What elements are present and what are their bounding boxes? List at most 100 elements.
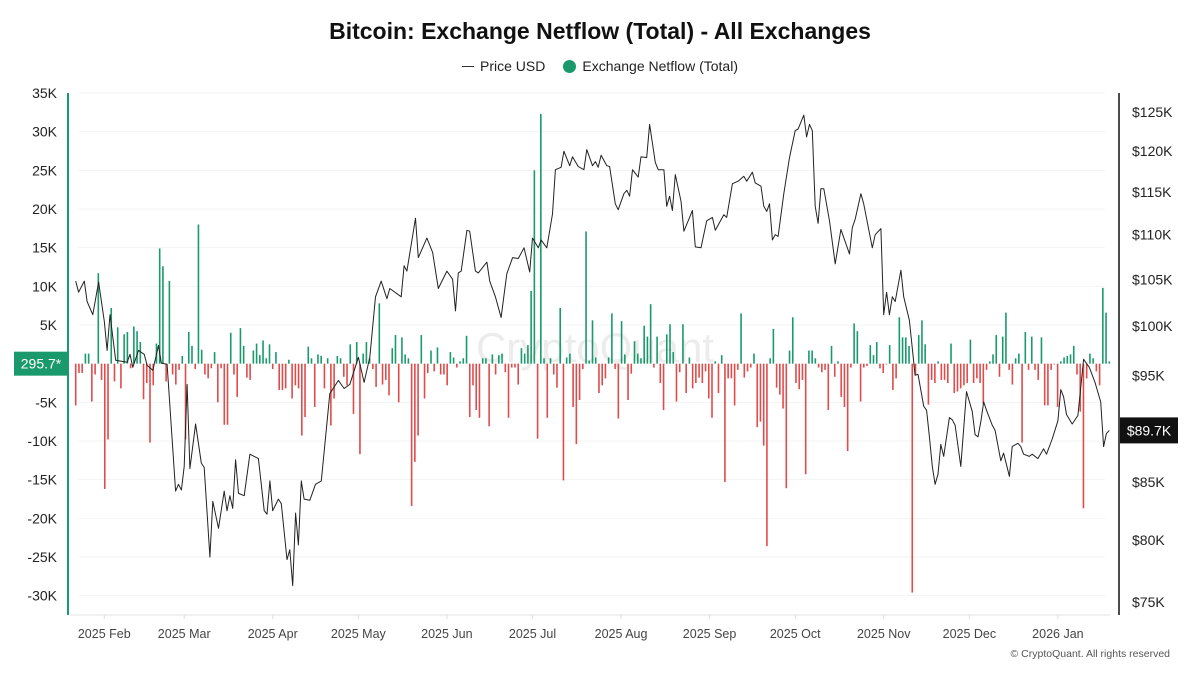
netflow-bar-outflow [1047, 363, 1049, 406]
netflow-bar-inflow [969, 339, 972, 364]
netflow-bar-inflow [501, 353, 503, 364]
netflow-bar-inflow [407, 358, 410, 364]
netflow-bar-inflow [830, 345, 833, 364]
netflow-bar-outflow [426, 363, 429, 373]
netflow-bar-inflow [649, 304, 652, 364]
netflow-bar-outflow [704, 363, 707, 372]
legend-item-price[interactable]: Price USD [462, 58, 545, 74]
netflow-bar-outflow [220, 363, 222, 369]
netflow-bar-inflow [339, 358, 342, 364]
current-netflow-badge [14, 351, 68, 376]
legend-item-netflow[interactable]: Exchange Netflow (Total) [563, 58, 738, 74]
netflow-bar-outflow [330, 363, 332, 426]
netflow-bar-outflow [956, 363, 959, 392]
netflow-bar-inflow [714, 361, 717, 364]
netflow-bar-outflow [78, 363, 80, 373]
netflow-bar-outflow [614, 363, 616, 370]
netflow-bar-outflow [217, 363, 219, 403]
y-left-tick-label: -5K [35, 394, 57, 410]
netflow-bar-outflow [178, 363, 180, 370]
netflow-bar-outflow [1085, 363, 1088, 379]
netflow-bar-inflow [769, 358, 771, 364]
netflow-bar-outflow [94, 363, 96, 375]
netflow-bar-outflow [953, 363, 956, 394]
netflow-bar-inflow [924, 344, 926, 364]
netflow-bar-outflow [107, 363, 109, 440]
netflow-bar-outflow [698, 363, 700, 378]
netflow-bar-inflow [1014, 358, 1017, 364]
y-left-tick-label: -15K [27, 472, 57, 488]
netflow-bar-outflow [333, 363, 335, 399]
netflow-bar-inflow [995, 335, 998, 364]
netflow-bar-inflow [740, 313, 742, 364]
netflow-bar-outflow [885, 363, 888, 365]
netflow-bar-outflow [223, 363, 226, 425]
netflow-bar-inflow [1102, 287, 1104, 364]
netflow-bar-inflow [908, 345, 910, 364]
netflow-bar-outflow [488, 363, 490, 427]
netflow-bar-outflow [494, 363, 497, 375]
netflow-bar-inflow [901, 337, 904, 364]
netflow-bar-outflow [840, 363, 843, 397]
netflow-bar-outflow [352, 363, 355, 414]
netflow-bar-outflow [914, 363, 917, 375]
netflow-bar-inflow [391, 348, 394, 364]
netflow-bar-outflow [204, 363, 206, 375]
netflow-bar-outflow [175, 363, 177, 385]
netflow-bar-inflow [310, 358, 313, 364]
netflow-bar-inflow [607, 357, 610, 364]
netflow-bar-inflow [665, 334, 668, 364]
netflow-bar-outflow [152, 363, 155, 386]
netflow-bar-inflow [540, 113, 542, 364]
netflow-bar-inflow [888, 345, 891, 364]
netflow-bar-outflow [779, 363, 781, 395]
netflow-bar-inflow [921, 320, 923, 364]
netflow-bar-outflow [946, 363, 949, 383]
netflow-bar-inflow [808, 350, 810, 364]
netflow-bar-outflow [304, 363, 306, 418]
netflow-bar-inflow [197, 224, 200, 364]
netflow-bar-inflow [378, 303, 381, 364]
price-line [75, 114, 1110, 587]
netflow-bar-inflow [349, 344, 352, 364]
netflow-bar-inflow [594, 357, 597, 364]
netflow-bar-outflow [120, 363, 122, 389]
netflow-bar-inflow [181, 355, 184, 364]
netflow-bar-outflow [313, 363, 316, 407]
netflow-bar-inflow [530, 290, 532, 364]
netflow-bar-outflow [598, 363, 600, 394]
legend-label-netflow: Exchange Netflow (Total) [582, 58, 738, 74]
netflow-bar-outflow [627, 363, 629, 401]
netflow-bar-outflow [510, 363, 513, 368]
netflow-bar-outflow [972, 363, 975, 383]
netflow-bar-outflow [414, 363, 416, 462]
y-right-tick-label: $95K [1132, 367, 1165, 383]
netflow-bar-outflow [882, 363, 884, 373]
netflow-bar-inflow [158, 248, 161, 364]
netflow-bar-outflow [81, 363, 83, 373]
netflow-bar-inflow [336, 355, 339, 364]
netflow-bar-outflow [701, 363, 704, 383]
chart-title: Bitcoin: Exchange Netflow (Total) - All … [329, 18, 871, 44]
netflow-bar-outflow [746, 363, 749, 372]
dot-swatch-icon [563, 59, 577, 73]
netflow-bar-inflow [656, 336, 658, 364]
netflow-bar-outflow [1050, 363, 1052, 370]
netflow-bar-outflow [194, 363, 197, 370]
netflow-bar-outflow [824, 363, 826, 370]
netflow-bar-outflow [691, 363, 694, 389]
netflow-bar-inflow [255, 343, 258, 364]
netflow-bar-inflow [869, 345, 872, 364]
y-right-tick-label: $75K [1132, 594, 1165, 610]
netflow-bar-outflow [1011, 363, 1014, 385]
netflow-bar-inflow [1063, 357, 1065, 364]
netflow-bar-inflow [988, 361, 991, 364]
netflow-bar-outflow [707, 363, 710, 399]
netflow-bar-outflow [372, 363, 374, 370]
y-right-tick-label: $110K [1132, 227, 1172, 243]
netflow-bar-outflow [129, 363, 132, 369]
netflow-bar-inflow [585, 231, 587, 364]
netflow-bar-inflow [268, 344, 271, 364]
netflow-bar-outflow [165, 363, 167, 382]
